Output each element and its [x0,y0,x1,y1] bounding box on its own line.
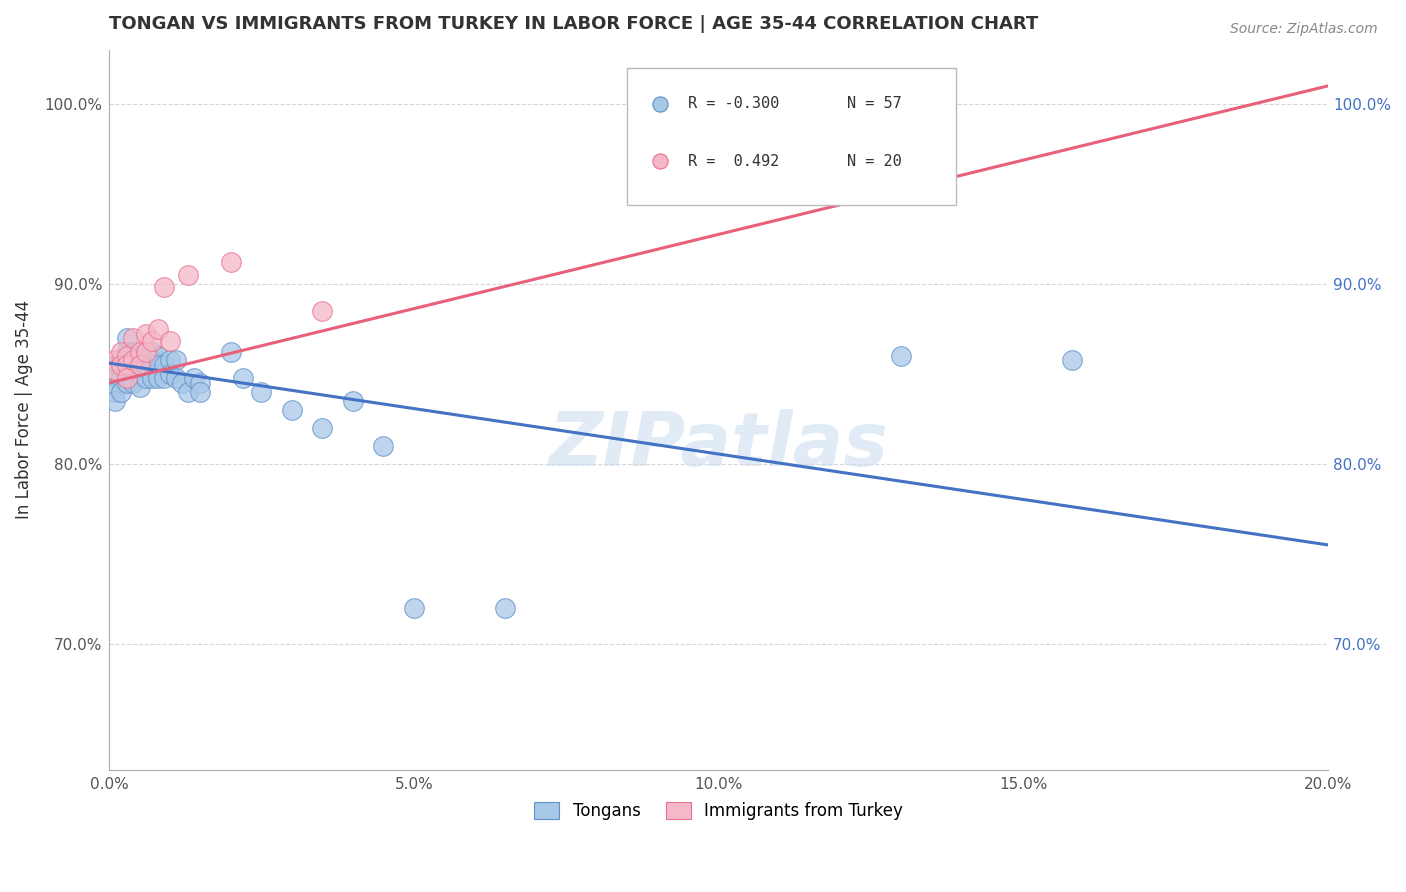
Point [104,370,127,384]
Point [311,304,333,318]
Point [104,352,127,367]
Point [159,334,181,349]
Point [135,345,157,359]
Point [110,358,132,372]
Point [177,384,200,399]
Point [146,349,169,363]
FancyBboxPatch shape [627,68,956,204]
Point [177,268,200,282]
Point [342,393,364,408]
Point [190,376,212,390]
Point [159,352,181,367]
Point [122,352,145,367]
Point [128,352,150,367]
Point [117,367,139,381]
Point [128,358,150,372]
Point [110,370,132,384]
Point [159,367,181,381]
Point [232,370,254,384]
Point [128,345,150,359]
Point [135,358,157,372]
Point [122,345,145,359]
Point [128,379,150,393]
Point [135,349,157,363]
Point [311,421,333,435]
Point [117,349,139,363]
Point [104,367,127,381]
Point [165,370,187,384]
Point [141,334,163,349]
Point [122,352,145,367]
Text: Source: ZipAtlas.com: Source: ZipAtlas.com [1230,22,1378,37]
Point [110,384,132,399]
Point [153,370,176,384]
Point [135,370,157,384]
Text: TONGAN VS IMMIGRANTS FROM TURKEY IN LABOR FORCE | AGE 35-44 CORRELATION CHART: TONGAN VS IMMIGRANTS FROM TURKEY IN LABO… [110,15,1038,33]
Point [165,352,187,367]
Point [128,358,150,372]
Point [141,345,163,359]
Point [128,367,150,381]
Text: ZIPatlas: ZIPatlas [548,409,889,483]
Text: R = -0.300: R = -0.300 [688,96,779,112]
Point [122,367,145,381]
Point [135,327,157,342]
Point [104,379,127,393]
Point [219,255,242,269]
Point [183,370,205,384]
Point [122,376,145,390]
Point [117,352,139,367]
Point [172,376,194,390]
Point [373,439,395,453]
Point [117,376,139,390]
Point [281,403,304,417]
Point [117,345,139,359]
Point [190,384,212,399]
Point [110,358,132,372]
Point [104,358,127,372]
Point [1062,352,1084,367]
Point [104,363,127,377]
Point [402,601,425,615]
Point [146,370,169,384]
Point [141,358,163,372]
Text: N = 20: N = 20 [846,154,901,169]
Point [219,345,242,359]
Point [117,331,139,345]
Point [122,358,145,372]
Text: R =  0.492: R = 0.492 [688,154,779,169]
Point [141,352,163,367]
Point [128,345,150,359]
Point [494,601,516,615]
Point [146,358,169,372]
Point [890,349,912,363]
Point [141,370,163,384]
Point [250,384,273,399]
Point [153,280,176,294]
Point [153,358,176,372]
Point [146,322,169,336]
Point [110,345,132,359]
Point [104,384,127,399]
Legend: Tongans, Immigrants from Turkey: Tongans, Immigrants from Turkey [527,795,910,827]
Point [117,358,139,372]
Point [110,352,132,367]
Point [104,393,127,408]
Point [122,331,145,345]
Y-axis label: In Labor Force | Age 35-44: In Labor Force | Age 35-44 [15,301,32,519]
Point [117,370,139,384]
Text: N = 57: N = 57 [846,96,901,112]
